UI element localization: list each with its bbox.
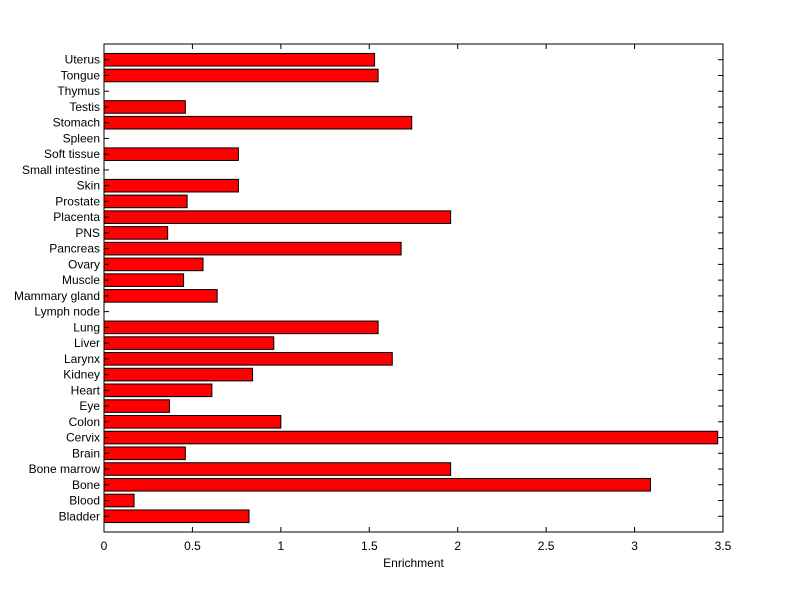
bar-pancreas <box>103 241 402 256</box>
y-tick-label-pns: PNS <box>75 226 100 240</box>
y-tick-label-prostate: Prostate <box>55 194 100 208</box>
x-tick-label-4: 2 <box>454 539 461 553</box>
y-tick-label-colon: Colon <box>69 415 100 429</box>
bar-kidney <box>103 367 254 382</box>
x-tick-label-1: 0.5 <box>184 539 201 553</box>
bar-larynx <box>103 352 393 366</box>
bar-stomach <box>103 115 413 130</box>
y-tick-label-bladder: Bladder <box>59 509 100 523</box>
x-tick-label-3: 1.5 <box>361 539 378 553</box>
bar-colon <box>103 415 282 429</box>
y-tick-label-liver: Liver <box>74 336 100 350</box>
y-tick-label-eye: Eye <box>79 399 100 413</box>
y-tick-label-pancreas: Pancreas <box>49 242 100 256</box>
x-tick-label-5: 2.5 <box>538 539 555 553</box>
bar-heart <box>103 383 213 398</box>
bar-bone-marrow <box>103 462 452 476</box>
y-tick-label-placenta: Placenta <box>53 210 100 224</box>
y-tick-label-bone-marrow: Bone marrow <box>29 462 101 476</box>
y-tick-label-heart: Heart <box>71 383 101 397</box>
bar-prostate <box>103 194 188 209</box>
bar-bladder <box>103 509 250 524</box>
x-tick-label-6: 3 <box>631 539 638 553</box>
y-tick-label-lymph-node: Lymph node <box>34 305 100 319</box>
y-tick-label-mammary-gland: Mammary gland <box>14 289 100 303</box>
x-axis-label: Enrichment <box>383 556 444 570</box>
y-tick-label-lung: Lung <box>73 320 100 334</box>
ticks-layer <box>103 44 724 532</box>
y-tick-label-bone: Bone <box>72 478 100 492</box>
bar-testis <box>103 100 186 114</box>
bar-eye <box>103 399 170 413</box>
y-tick-label-kidney: Kidney <box>63 368 100 382</box>
y-tick-label-cervix: Cervix <box>66 431 100 445</box>
y-tick-label-tongue: Tongue <box>61 68 101 82</box>
x-tick-label-2: 1 <box>278 539 285 553</box>
bar-uterus <box>103 52 376 67</box>
bar-liver <box>103 336 275 350</box>
bar-lung <box>103 320 379 335</box>
bar-tongue <box>103 68 379 83</box>
y-tick-label-uterus: Uterus <box>65 53 100 67</box>
y-tick-label-brain: Brain <box>72 446 100 460</box>
bar-ovary <box>103 257 204 272</box>
y-tick-label-skin: Skin <box>77 179 100 193</box>
bar-soft-tissue <box>103 147 239 161</box>
plot-frame <box>103 43 724 533</box>
y-tick-label-spleen: Spleen <box>63 131 100 145</box>
y-tick-label-testis: Testis <box>69 100 100 114</box>
bars-layer <box>103 52 719 524</box>
y-tick-label-blood: Blood <box>69 494 100 508</box>
bar-brain <box>103 446 186 461</box>
y-tick-label-ovary: Ovary <box>68 257 100 271</box>
bar-bone <box>103 477 651 492</box>
bar-mammary-gland <box>103 289 218 303</box>
bar-skin <box>103 178 239 193</box>
y-tick-label-stomach: Stomach <box>53 116 100 130</box>
y-tick-label-thymus: Thymus <box>57 84 100 98</box>
bar-cervix <box>103 430 719 445</box>
bar-pns <box>103 226 169 240</box>
x-tick-label-7: 3.5 <box>715 539 732 553</box>
y-tick-label-larynx: Larynx <box>64 352 100 366</box>
y-tick-label-soft-tissue: Soft tissue <box>44 147 100 161</box>
bar-muscle <box>103 273 185 287</box>
x-tick-label-0: 0 <box>101 539 108 553</box>
y-tick-label-small-intestine: Small intestine <box>22 163 100 177</box>
y-tick-label-muscle: Muscle <box>62 273 100 287</box>
bar-placenta <box>103 210 452 224</box>
